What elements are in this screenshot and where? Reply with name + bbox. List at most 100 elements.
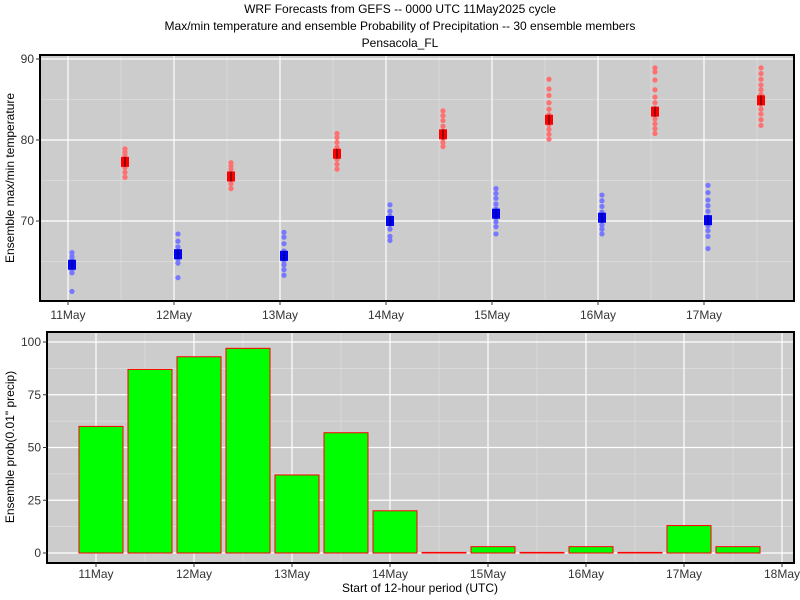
ensemble-member-point-min-11May-7 xyxy=(69,249,75,256)
ensemble-member-point-max-14May-1 xyxy=(440,139,446,146)
ensemble-member-point-max-16May-3 xyxy=(652,116,658,122)
ensemble-member-point-max-15May-8 xyxy=(546,92,552,99)
x-tick-label: 14May xyxy=(372,567,408,581)
ensemble-member-point-min-15May-8 xyxy=(493,190,499,197)
ensemble-member-point-max-14May-5 xyxy=(440,123,446,129)
ensemble-member-point-min-14May-2 xyxy=(387,226,393,232)
ensemble-member-point-min-15May-7 xyxy=(493,195,499,201)
x-tick-label: 12May xyxy=(176,567,212,581)
ensemble-member-point-min-14May-6 xyxy=(387,208,393,214)
ensemble-member-point-min-16May-2 xyxy=(599,222,605,228)
ensemble-member-point-max-14May-7 xyxy=(440,113,446,119)
ensemble-member-point-max-12May-7 xyxy=(228,160,234,166)
ensemble-member-point-min-17May-7 xyxy=(705,203,711,209)
y-tick-label: 75 xyxy=(28,388,42,402)
ensemble-member-point-min-13May-7 xyxy=(281,234,287,240)
ensemble-member-point-min-17May-1 xyxy=(705,233,711,239)
ensemble-member-point-max-11May-0 xyxy=(122,174,128,180)
precip-probability-bar-10 xyxy=(568,546,614,554)
ensemble-member-point-min-12May-6 xyxy=(175,238,181,244)
ensemble-member-point-min-17May-6 xyxy=(705,208,711,214)
ensemble-member-point-max-15May-6 xyxy=(546,106,552,112)
x-tick-label: 17May xyxy=(666,567,702,581)
ensemble-member-point-max-17May-2 xyxy=(758,111,764,117)
ensemble-member-point-max-15May-0 xyxy=(546,136,552,142)
ensemble-member-point-min-15May-0 xyxy=(493,231,499,237)
ensemble-member-point-min-16May-0 xyxy=(599,231,605,237)
ensemble-member-point-min-13May-0 xyxy=(281,272,287,278)
x-tick-label: 12May xyxy=(156,308,192,322)
precip-probability-bar-11 xyxy=(617,551,663,554)
ensemble-member-point-min-17May-9 xyxy=(705,190,711,196)
ensemble-member-point-min-11May-6 xyxy=(69,254,75,260)
ensemble-member-point-min-15May-2 xyxy=(493,219,499,225)
x-tick-label: 15May xyxy=(474,308,510,322)
ensemble-member-point-max-16May-10 xyxy=(652,69,658,75)
precip-probability-bar-13 xyxy=(715,546,761,554)
ensemble-member-point-min-16May-7 xyxy=(599,198,605,204)
ensemble-member-point-max-16May-11 xyxy=(652,65,658,71)
ensemble-member-point-max-14May-0 xyxy=(440,143,446,150)
ensemble-member-point-min-12May-5 xyxy=(175,244,181,250)
chart-title-line-1: WRF Forecasts from GEFS -- 0000 UTC 11Ma… xyxy=(244,2,556,16)
ensemble-member-point-min-17May-10 xyxy=(705,182,711,188)
x-tick-label: 15May xyxy=(470,567,506,581)
y-axis-title-precip: Ensemble prob(0.01" precip) xyxy=(3,371,17,523)
ensemble-member-point-min-16May-1 xyxy=(599,226,605,232)
ensemble-member-point-min-17May-8 xyxy=(705,197,711,203)
ensemble-member-point-max-13May-7 xyxy=(334,134,340,141)
ensemble-member-point-max-17May-7 xyxy=(758,87,764,93)
x-tick-label: 14May xyxy=(368,308,404,322)
ensemble-member-point-max-14May-8 xyxy=(440,108,446,114)
ensemble-member-point-max-17May-10 xyxy=(758,70,764,77)
ensemble-member-point-min-12May-7 xyxy=(175,231,181,237)
chart-title-line-3: Pensacola_FL xyxy=(361,36,439,50)
ensemble-member-point-max-17May-1 xyxy=(758,117,764,123)
ensemble-member-point-min-12May-1 xyxy=(175,260,181,266)
ensemble-member-point-min-13May-1 xyxy=(281,267,287,273)
y-axis-title-temperature: Ensemble max/min temperature xyxy=(3,93,17,263)
precip-probability-bar-12 xyxy=(666,525,712,554)
precip-probability-bar-7 xyxy=(421,551,467,554)
ensemble-member-point-max-15May-7 xyxy=(546,100,552,106)
ensemble-member-point-max-16May-7 xyxy=(652,94,658,100)
ensemble-member-point-min-14May-7 xyxy=(387,202,393,208)
ensemble-member-point-min-13May-8 xyxy=(281,229,287,235)
x-tick-label: 18May xyxy=(764,567,800,581)
y-tick-label: 25 xyxy=(28,493,42,507)
precip-probability-bar-3 xyxy=(225,347,271,554)
precip-probability-bar-2 xyxy=(176,356,222,554)
x-tick-label: 16May xyxy=(580,308,616,322)
ensemble-member-point-max-16May-9 xyxy=(652,77,658,83)
ensemble-member-point-min-15May-9 xyxy=(493,186,499,192)
precip-probability-bar-4 xyxy=(274,474,320,554)
ensemble-member-point-max-11May-7 xyxy=(122,146,128,152)
ensemble-member-point-max-13May-0 xyxy=(334,166,340,172)
ensemble-member-point-min-17May-0 xyxy=(705,245,711,252)
ensemble-member-point-max-17May-11 xyxy=(758,65,764,71)
ensemble-member-point-max-13May-8 xyxy=(334,130,340,137)
ensemble-member-point-max-13May-6 xyxy=(334,139,340,146)
ensemble-member-point-max-16May-6 xyxy=(652,100,658,106)
chart-title-line-2: Max/min temperature and ensemble Probabi… xyxy=(164,19,636,33)
x-tick-label: 16May xyxy=(568,567,604,581)
ensemble-member-point-min-14May-1 xyxy=(387,233,393,239)
ensemble-member-point-max-14May-6 xyxy=(440,117,446,124)
ensemble-member-point-max-13May-1 xyxy=(334,161,340,167)
ensemble-member-point-max-16May-8 xyxy=(652,87,658,93)
ensemble-member-point-min-15May-6 xyxy=(493,201,499,207)
ensemble-member-point-max-12May-0 xyxy=(228,186,234,192)
x-tick-label: 17May xyxy=(686,308,722,322)
ensemble-member-point-min-13May-6 xyxy=(281,241,287,247)
y-tick-label: 0 xyxy=(34,546,41,560)
ensemble-member-point-min-11May-0 xyxy=(69,288,75,295)
ensemble-member-point-max-15May-10 xyxy=(546,76,552,82)
x-tick-label: 13May xyxy=(262,308,298,322)
ensemble-member-point-max-17May-8 xyxy=(758,82,764,88)
x-tick-label: 13May xyxy=(274,567,310,581)
ensemble-member-point-min-13May-2 xyxy=(281,262,287,268)
precip-probability-bar-8 xyxy=(470,546,516,554)
ensemble-member-point-max-16May-2 xyxy=(652,121,658,127)
ensemble-member-point-max-11May-1 xyxy=(122,169,128,175)
